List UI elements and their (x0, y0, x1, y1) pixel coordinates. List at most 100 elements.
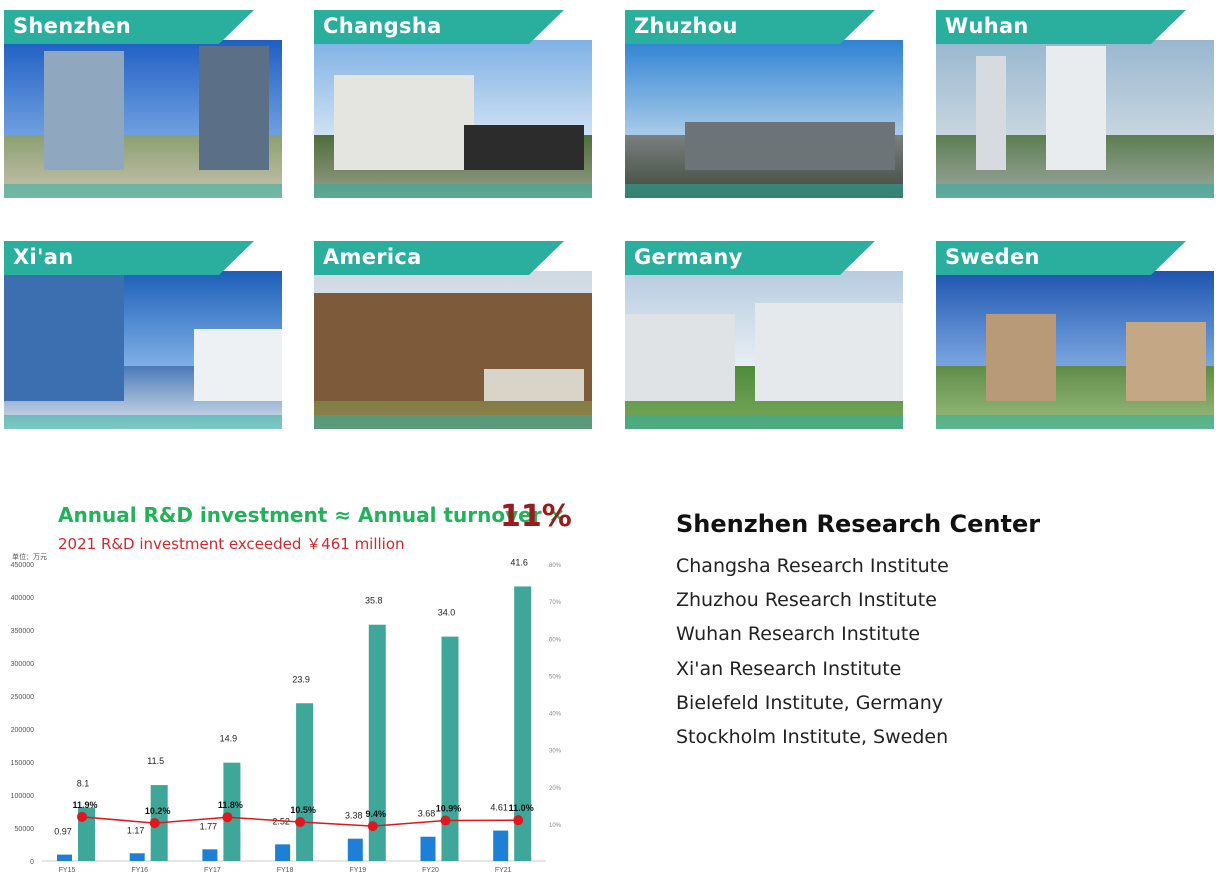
y-left-tick-label: 350000 (11, 628, 34, 635)
bar-label-rd-investment: 1.17 (127, 825, 145, 835)
research-institute-item: Wuhan Research Institute (676, 623, 921, 645)
city-banner (936, 241, 1186, 275)
y-right-tick-label: 70% (549, 600, 562, 606)
bar-label-turnover: 11.5 (147, 756, 164, 766)
ratio-label: 10.2% (145, 806, 171, 816)
y-left-tick-label: 450000 (11, 562, 34, 569)
research-center-title: Shenzhen Research Center (676, 510, 1041, 538)
x-tick-label: FY20 (422, 867, 439, 874)
location-photo (4, 271, 282, 429)
x-tick-label: FY21 (495, 867, 512, 874)
bar-label-turnover: 41.6 (510, 557, 528, 567)
research-institute-item: Bielefeld Institute, Germany (676, 692, 944, 714)
bar-rd-investment (420, 836, 436, 861)
y-right-tick-label: 30% (549, 749, 562, 755)
rd-investment-chart: 0 50000 100000 150000 200000 250000 300000 3500… (11, 557, 562, 874)
city-label: Germany (634, 245, 743, 269)
bar-turnover (441, 636, 459, 861)
bar-label-rd-investment: 4.61 (490, 803, 508, 813)
location-tile-xian: Xi'an (4, 241, 282, 429)
y-left-tick-label: 400000 (11, 595, 34, 602)
research-institute-item: Stockholm Institute, Sweden (676, 726, 949, 748)
city-label: Shenzhen (13, 14, 132, 38)
bar-label-rd-investment: 1.77 (200, 821, 218, 831)
bar-label-turnover: 14.9 (220, 734, 238, 744)
location-photo (936, 271, 1214, 429)
ratio-point (295, 817, 306, 828)
chart-title: Annual R&D investment ≈ Annual turnover … (58, 503, 566, 527)
y-right-tick-label: 10% (549, 823, 562, 829)
bar-rd-investment (57, 854, 72, 861)
city-label: Zhuzhou (634, 14, 738, 38)
location-tile-changsha: Changsha (314, 10, 592, 198)
bar-label-turnover: 23.9 (292, 674, 310, 684)
y-left-tick-label: 0 (30, 859, 34, 866)
city-banner (314, 241, 564, 275)
y-right-tick-label: 80% (549, 563, 562, 569)
y-left-tick-label: 300000 (11, 661, 34, 668)
location-photo (314, 40, 592, 198)
y-right-tick-label: 40% (549, 712, 562, 718)
location-photo (936, 40, 1214, 198)
location-photo (314, 271, 592, 429)
ratio-label: 11.8% (218, 800, 243, 810)
bar-turnover (223, 762, 241, 861)
x-tick-label: FY15 (59, 867, 76, 874)
bar-rd-investment (275, 844, 291, 861)
bar-label-turnover: 34.0 (438, 608, 456, 618)
location-tile-zhuzhou: Zhuzhou (625, 10, 903, 198)
y-left-tick-label: 50000 (15, 826, 35, 833)
y-right-tick-label: 60% (549, 637, 562, 643)
ratio-label: 11.0% (509, 803, 534, 813)
y-left-tick-label: 100000 (11, 793, 34, 800)
y-left-tick-label: 200000 (11, 727, 34, 734)
x-tick-label: FY16 (131, 867, 148, 874)
bar-label-rd-investment: 3.38 (345, 811, 363, 821)
city-banner (314, 10, 564, 44)
bar-turnover (368, 624, 386, 861)
location-photo (4, 40, 282, 198)
x-tick-label: FY18 (277, 867, 294, 874)
research-institute-item: Xi'an Research Institute (676, 658, 902, 680)
ratio-point (367, 821, 378, 832)
ratio-point (77, 811, 87, 822)
city-label: Wuhan (945, 14, 1029, 38)
city-banner (625, 241, 875, 275)
ratio-point (440, 815, 451, 826)
ratio-label: 10.5% (290, 805, 316, 815)
city-label: Xi'an (13, 245, 74, 269)
bar-turnover (296, 703, 314, 861)
x-tick-label: FY19 (349, 867, 366, 874)
chart-title-percentage: 11% (500, 499, 572, 534)
city-banner (936, 10, 1186, 44)
unit-label: 单位：万元 (12, 553, 47, 561)
location-tile-america: America (314, 241, 592, 429)
city-label: America (323, 245, 422, 269)
city-banner (4, 241, 254, 275)
ratio-point (149, 818, 160, 829)
bar-rd-investment (493, 830, 509, 861)
research-institute-item: Changsha Research Institute (676, 555, 949, 577)
location-tile-shenzhen: Shenzhen (4, 10, 282, 198)
bar-rd-investment (347, 838, 363, 861)
ratio-label: 11.9% (72, 800, 97, 810)
bar-turnover (514, 586, 532, 861)
location-photo (625, 40, 903, 198)
y-right-tick-label: 50% (549, 674, 562, 680)
bar-rd-investment (202, 849, 218, 861)
city-label: Changsha (323, 14, 442, 38)
location-tile-wuhan: Wuhan (936, 10, 1214, 198)
ratio-point (222, 812, 233, 823)
chart-subtitle: 2021 R&D investment exceeded ￥461 millio… (58, 535, 405, 553)
research-institute-item: Zhuzhou Research Institute (676, 589, 937, 611)
y-left-tick-label: 250000 (11, 694, 34, 701)
city-banner (4, 10, 254, 44)
y-right-tick-label: 20% (549, 786, 562, 792)
bar-label-rd-investment: 3.68 (418, 809, 436, 819)
location-photo (625, 271, 903, 429)
bar-label-turnover: 35.8 (365, 596, 383, 606)
ratio-label: 9.4% (366, 809, 387, 819)
ratio-point (513, 815, 524, 826)
bar-label-rd-investment: 0.97 (54, 827, 72, 837)
bar-rd-investment (129, 853, 145, 861)
